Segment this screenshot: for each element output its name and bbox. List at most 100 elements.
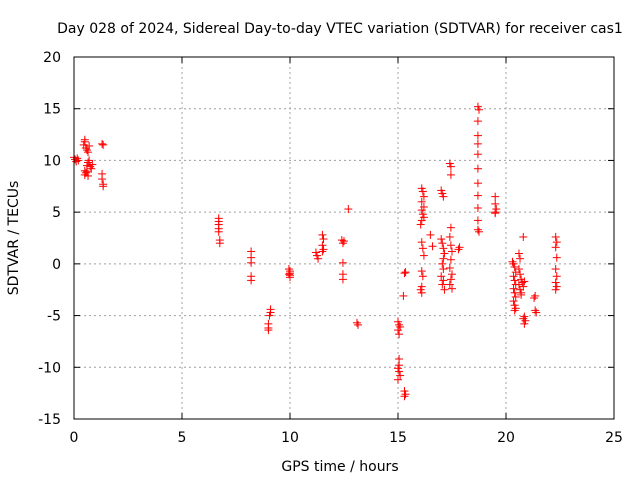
data-point xyxy=(314,254,323,263)
data-point xyxy=(73,154,82,163)
data-point xyxy=(318,247,327,256)
data-point xyxy=(319,245,328,254)
x-tick-label: 10 xyxy=(281,430,299,446)
y-tick-label: -15 xyxy=(38,412,61,428)
data-point xyxy=(448,247,456,256)
y-tick-label: -10 xyxy=(38,360,61,376)
data-point xyxy=(418,187,427,196)
data-point xyxy=(440,285,449,294)
data-point xyxy=(354,320,363,329)
data-point xyxy=(338,258,347,267)
data-point xyxy=(85,141,94,150)
data-point xyxy=(416,220,425,229)
data-point xyxy=(473,179,482,188)
data-point xyxy=(419,251,428,260)
data-point xyxy=(516,270,525,279)
data-point xyxy=(84,148,93,157)
data-point xyxy=(446,275,455,284)
data-point xyxy=(511,304,520,313)
data-point xyxy=(531,306,540,315)
data-point xyxy=(551,278,560,287)
data-point xyxy=(448,284,456,293)
data-point xyxy=(509,284,518,293)
data-point xyxy=(394,375,402,384)
chart-title: Day 028 of 2024, Sidereal Day-to-day VTE… xyxy=(57,21,623,37)
data-point xyxy=(552,272,561,281)
data-point xyxy=(98,175,107,184)
data-point xyxy=(491,192,500,201)
data-point xyxy=(438,280,447,289)
data-point xyxy=(264,326,273,335)
data-point xyxy=(417,267,426,276)
data-point xyxy=(519,232,528,241)
data-point xyxy=(417,238,426,247)
data-point xyxy=(519,282,528,291)
data-point xyxy=(514,249,523,258)
data-point xyxy=(518,278,527,287)
data-point xyxy=(509,297,518,306)
data-point xyxy=(395,320,404,329)
data-point xyxy=(473,216,482,225)
data-point xyxy=(396,371,405,380)
data-point xyxy=(491,199,500,208)
data-point xyxy=(71,155,80,164)
data-point xyxy=(84,171,93,180)
data-point xyxy=(510,276,519,285)
data-point xyxy=(439,244,448,253)
data-point xyxy=(214,227,223,236)
data-point xyxy=(439,254,448,263)
data-point xyxy=(514,280,523,289)
data-point xyxy=(552,238,561,247)
data-point xyxy=(440,249,449,258)
data-point xyxy=(473,139,482,148)
data-points xyxy=(70,102,561,401)
data-point xyxy=(395,367,404,376)
data-point xyxy=(446,223,455,232)
x-axis-label: GPS time / hours xyxy=(281,459,398,475)
data-point xyxy=(418,272,427,281)
data-point xyxy=(519,314,528,323)
plot-frame xyxy=(73,56,615,420)
data-point xyxy=(400,392,409,401)
data-point xyxy=(475,105,483,114)
data-point xyxy=(85,156,94,165)
data-point xyxy=(338,239,347,248)
data-point xyxy=(437,235,446,244)
y-tick-label: 0 xyxy=(52,257,61,273)
x-tick-label: 0 xyxy=(70,430,79,446)
data-point xyxy=(437,272,446,281)
data-point xyxy=(491,209,500,218)
y-tick-label: 10 xyxy=(43,153,61,169)
data-point xyxy=(417,206,426,215)
data-point xyxy=(510,262,519,271)
data-point xyxy=(215,239,224,248)
data-point xyxy=(520,319,529,328)
data-point xyxy=(448,270,456,279)
data-point xyxy=(446,255,455,264)
data-point xyxy=(265,311,274,320)
data-point xyxy=(418,244,427,253)
data-point xyxy=(247,258,256,267)
data-point xyxy=(394,326,402,335)
data-point xyxy=(338,275,347,284)
data-point xyxy=(446,170,455,179)
grid-lines xyxy=(74,57,614,419)
data-point xyxy=(520,277,529,286)
data-point xyxy=(99,182,108,191)
axes: 0 5 10 15 20 25 -15 -10 -5 0 5 10 15 20 xyxy=(38,50,623,446)
data-point xyxy=(352,318,361,327)
data-point xyxy=(74,156,83,165)
data-point xyxy=(516,254,525,263)
data-point xyxy=(82,146,91,155)
data-point xyxy=(552,253,561,262)
data-point xyxy=(247,276,256,285)
data-point xyxy=(82,167,91,176)
data-point xyxy=(438,239,447,248)
data-point xyxy=(445,263,454,272)
data-point xyxy=(551,265,560,274)
data-point xyxy=(395,330,404,339)
data-point xyxy=(400,269,409,278)
data-point xyxy=(88,160,97,169)
